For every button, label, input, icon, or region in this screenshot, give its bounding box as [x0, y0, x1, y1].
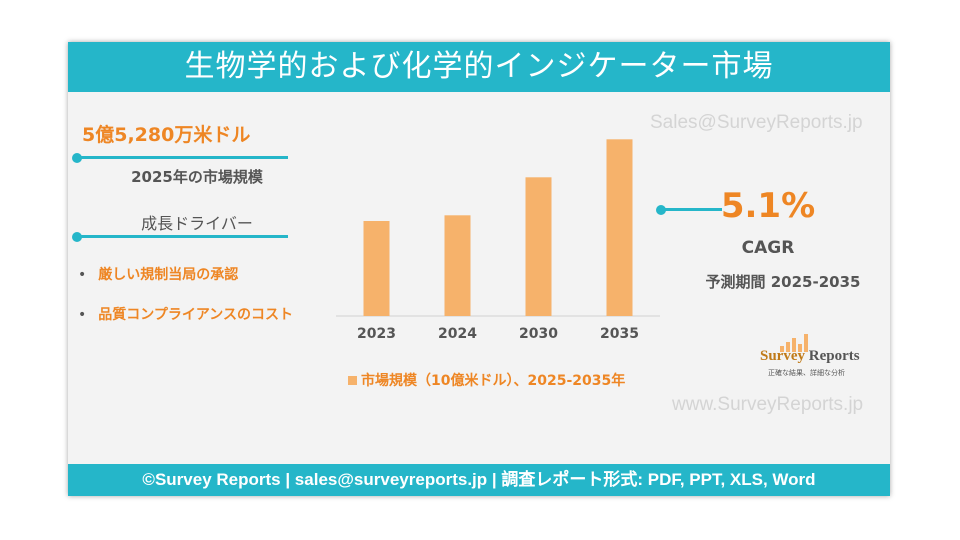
cagr-label: CAGR	[741, 238, 795, 258]
bar-2024	[444, 215, 471, 316]
logo-bars-icon	[766, 332, 826, 352]
bar-chart: 2023 2024 2030 2035	[336, 139, 660, 342]
bullet-icon: •	[78, 307, 87, 323]
legend-label: 市場規模（10億米ドル）、2025-2035年	[361, 373, 626, 389]
watermark-email: Sales@SurveyReports.jp	[650, 112, 863, 133]
growth-driver-item: • 厳しい規制当局の承認	[78, 264, 238, 284]
watermark-website: www.SurveyReports.jp	[672, 394, 864, 415]
growth-driver-text: 品質コンプライアンスのコスト	[98, 307, 294, 323]
survey-reports-logo: Survey Reports 正確な結果、詳細な分析	[760, 332, 890, 382]
x-tick-label: 2023	[357, 326, 396, 342]
connector-line	[76, 235, 288, 238]
logo-name: Survey Reports	[760, 348, 860, 364]
bar-2030	[525, 177, 552, 316]
bar-2023	[363, 221, 390, 316]
cagr-value: 5.1%	[720, 186, 816, 226]
bullet-icon: •	[78, 267, 87, 283]
growth-drivers-title: 成長ドライバー	[141, 214, 253, 233]
page-title: 生物学的および化学的インジケーター市場	[68, 42, 890, 92]
market-value-label: 2025年の市場規模	[131, 168, 263, 186]
legend-swatch	[348, 376, 357, 385]
market-value: 5億5,280万米ドル	[82, 124, 251, 146]
growth-driver-item: • 品質コンプライアンスのコスト	[78, 304, 293, 324]
infographic-card: 生物学的および化学的インジケーター市場 Sales@SurveyReports.…	[68, 42, 890, 496]
connector-line	[660, 208, 722, 211]
bar-2035	[606, 139, 633, 316]
chart-legend: 市場規模（10億米ドル）、2025-2035年	[348, 370, 625, 390]
x-tick-label: 2030	[519, 326, 558, 342]
x-tick-label: 2035	[600, 326, 639, 342]
forecast-period: 予測期間 2025-2035	[705, 273, 861, 291]
x-tick-label: 2024	[438, 326, 477, 342]
connector-line	[76, 156, 288, 159]
growth-driver-text: 厳しい規制当局の承認	[98, 267, 239, 283]
footer-bar: ©Survey Reports | sales@surveyreports.jp…	[68, 464, 890, 496]
logo-tagline: 正確な結果、詳細な分析	[768, 369, 845, 377]
